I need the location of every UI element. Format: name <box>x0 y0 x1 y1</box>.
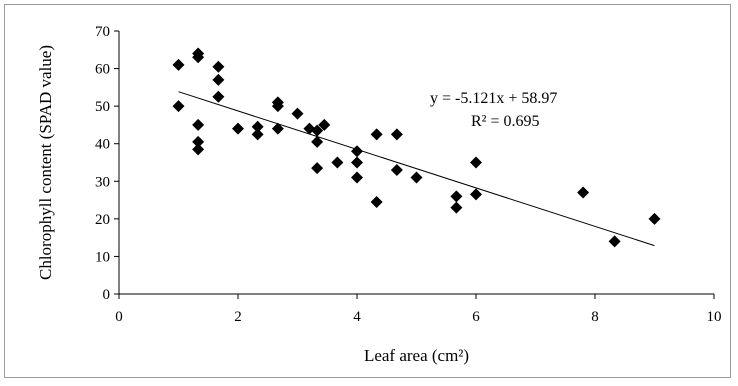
data-point <box>470 156 482 169</box>
y-tick-label: 60 <box>95 62 110 78</box>
data-point <box>212 60 225 73</box>
y-tick-label: 40 <box>95 137 110 153</box>
data-point <box>390 128 403 141</box>
data-point <box>608 235 621 248</box>
data-point <box>172 58 185 71</box>
data-point <box>331 156 344 169</box>
x-tick-label: 10 <box>707 309 722 325</box>
data-point <box>192 143 205 156</box>
data-point <box>251 128 264 141</box>
data-point <box>577 186 590 199</box>
chart-frame: 0 10 20 30 40 50 60 70 0 2 4 6 8 10 Leaf area (cm²) Chl… <box>4 4 731 378</box>
x-tick-label: 8 <box>591 309 599 325</box>
x-tick-label: 4 <box>353 309 361 325</box>
trendline <box>178 91 655 247</box>
x-tick-label: 2 <box>234 309 242 325</box>
data-point <box>212 90 225 103</box>
data-point <box>192 118 205 131</box>
data-point <box>410 171 423 184</box>
y-tick-label: 20 <box>95 212 110 228</box>
data-point <box>271 122 284 135</box>
x-tick-label: 0 <box>115 309 123 325</box>
data-point <box>351 145 363 158</box>
data-point <box>351 171 363 184</box>
data-point <box>192 51 205 64</box>
data-point <box>390 164 403 177</box>
scatter-chart: 0 10 20 30 40 50 60 70 0 2 4 6 8 10 Leaf area (cm²) Chl… <box>36 24 722 365</box>
x-tick-label: 6 <box>472 309 480 325</box>
y-tick-label: 10 <box>95 249 110 265</box>
data-point <box>291 107 304 120</box>
y-tick-label: 50 <box>95 99 110 115</box>
data-point <box>232 122 244 135</box>
data-point <box>212 73 225 86</box>
data-point <box>311 135 324 148</box>
data-point <box>648 212 661 225</box>
data-point <box>370 195 383 208</box>
data-point <box>470 188 482 201</box>
y-tick-label: 30 <box>95 174 110 190</box>
y-axis-title: Chlorophyll content (SPAD value) <box>36 45 55 280</box>
regression-equation: y = -5.121x + 58.97 <box>430 90 557 107</box>
r-squared-label: R² = 0.695 <box>471 113 540 130</box>
y-tick-label: 0 <box>103 287 111 303</box>
data-point <box>450 201 463 214</box>
x-axis-title: Leaf area (cm²) <box>364 346 469 365</box>
data-point <box>318 118 331 131</box>
data-point <box>351 156 363 169</box>
data-point <box>271 100 284 113</box>
data-point <box>450 190 463 203</box>
data-point <box>311 124 324 137</box>
data-point <box>172 100 185 113</box>
data-point <box>192 135 205 148</box>
data-point <box>251 120 264 133</box>
data-point <box>370 128 383 141</box>
y-tick-label: 70 <box>95 24 110 40</box>
data-point <box>311 162 324 175</box>
